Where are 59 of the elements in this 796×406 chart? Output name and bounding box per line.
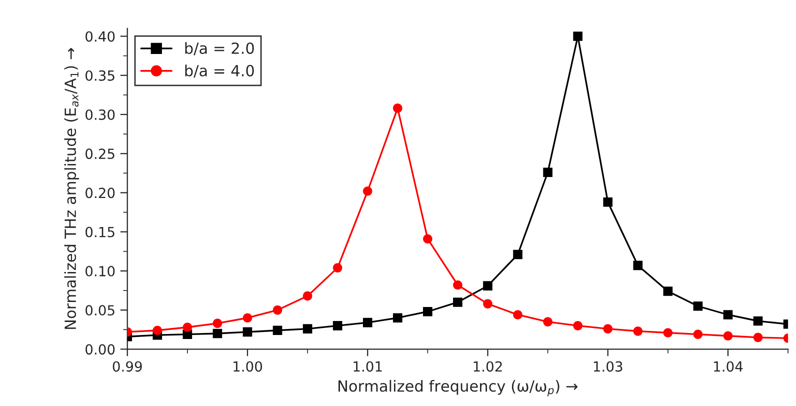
x-tick-label: 1.02 <box>474 361 502 372</box>
y-tick-label: 0.40 <box>86 31 115 42</box>
point <box>513 250 522 260</box>
legend-label: b/a = 4.0 <box>185 64 254 78</box>
point <box>543 317 552 326</box>
legend-label: b/a = 2.0 <box>185 42 254 56</box>
point <box>753 316 763 326</box>
point <box>423 234 432 244</box>
point <box>453 280 462 290</box>
x-tick-label: 1.04 <box>714 361 743 372</box>
point <box>362 186 372 196</box>
x-tick-label: 1.01 <box>354 361 382 372</box>
y-tick-label: 0.35 <box>86 70 114 81</box>
point <box>633 326 643 336</box>
point <box>423 306 432 316</box>
point <box>663 286 673 296</box>
y-tick-label: 0.30 <box>86 109 115 120</box>
point <box>603 324 613 334</box>
point <box>453 298 462 307</box>
y-tick-label: 0.25 <box>86 148 114 160</box>
point <box>242 313 252 323</box>
point <box>242 327 252 337</box>
x-axis-title: Normalized frequency (ω/ω$_{p}$) → <box>338 380 578 396</box>
point <box>723 331 733 341</box>
point <box>272 305 282 315</box>
point <box>633 260 643 270</box>
point <box>483 281 492 290</box>
point <box>483 299 492 308</box>
point <box>302 291 312 301</box>
y-tick-label: 0.20 <box>86 188 115 198</box>
point <box>753 332 763 342</box>
x-tick-label: 0.99 <box>112 361 142 372</box>
point <box>603 197 613 207</box>
point <box>332 263 342 272</box>
point <box>573 321 582 330</box>
point <box>332 321 342 330</box>
x-tick-label: 1.03 <box>594 361 622 372</box>
point <box>573 32 582 41</box>
point <box>212 328 222 338</box>
point <box>693 330 703 339</box>
y-tick-label: 0.10 <box>86 266 115 276</box>
point <box>302 324 312 334</box>
y-tick-label: 0.05 <box>86 305 114 316</box>
point <box>212 318 222 328</box>
y-axis-title: Normalized THz amplitude (E$_{ax}$/A$_{1}$) → <box>64 48 80 329</box>
point <box>362 318 372 328</box>
point <box>723 310 733 320</box>
point <box>392 313 402 323</box>
y-tick-label: 0.15 <box>86 226 114 238</box>
point <box>272 326 282 336</box>
y-tick-label: 0.00 <box>86 344 115 355</box>
point <box>152 326 162 336</box>
point <box>182 322 192 332</box>
point <box>392 104 402 113</box>
point <box>513 310 522 320</box>
point <box>663 328 673 338</box>
point <box>543 168 552 178</box>
x-tick-label: 1.00 <box>234 361 262 372</box>
point <box>693 301 703 311</box>
